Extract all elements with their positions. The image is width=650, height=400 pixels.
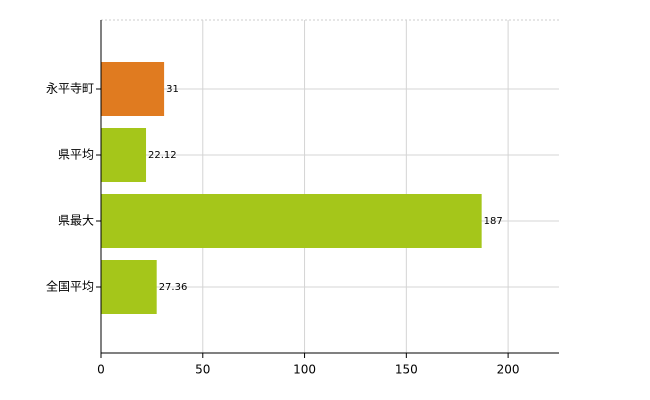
x-tick-label: 150 <box>395 363 418 377</box>
x-tick-label: 0 <box>97 363 105 377</box>
y-tick-label: 全国平均 <box>46 279 94 294</box>
bar <box>101 62 165 116</box>
value-label: 27.36 <box>159 282 188 293</box>
value-label: 22.12 <box>148 150 177 161</box>
value-label: 31 <box>166 84 179 95</box>
bar <box>101 194 482 248</box>
x-tick-label: 100 <box>293 363 316 377</box>
x-tick-label: 50 <box>195 363 210 377</box>
bar <box>101 260 157 314</box>
y-tick-label: 県平均 <box>58 148 94 162</box>
value-label: 187 <box>484 216 503 227</box>
y-tick-label: 永平寺町 <box>46 82 94 96</box>
bar <box>101 128 147 182</box>
x-tick-label: 200 <box>497 363 520 377</box>
y-tick-label: 県最大 <box>58 214 94 228</box>
